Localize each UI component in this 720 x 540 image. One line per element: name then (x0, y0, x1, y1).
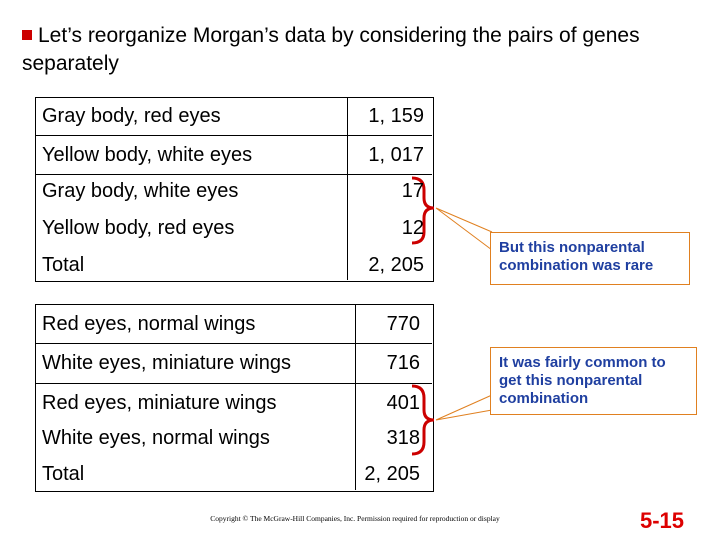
row-value: 770 (386, 313, 420, 335)
row-value: 2, 205 (368, 254, 424, 276)
row-value: 2, 205 (364, 463, 420, 485)
col-border (347, 97, 348, 280)
row-value: 716 (386, 352, 420, 374)
col-border (355, 304, 356, 490)
callout: But this nonparental combination was rar… (490, 232, 690, 285)
pointer (435, 394, 493, 421)
row-label: Yellow body, white eyes (42, 144, 253, 166)
row-value: 12 (401, 217, 424, 239)
row-label: Red eyes, normal wings (42, 313, 256, 335)
row-value: 17 (401, 180, 424, 202)
slide-title: Let’s reorganize Morgan’s data by consid… (22, 24, 640, 75)
slide-title-wrap: Let’s reorganize Morgan’s data by consid… (22, 22, 662, 78)
row-label: Total (42, 254, 85, 276)
bullet (22, 30, 32, 40)
row-label: White eyes, miniature wings (42, 352, 291, 374)
table-border (35, 304, 434, 492)
row-label: White eyes, normal wings (42, 427, 270, 449)
row-label: Red eyes, miniature wings (42, 392, 277, 414)
row-value: 1, 159 (368, 105, 424, 127)
bracket (411, 176, 435, 245)
row-value: 1, 017 (368, 144, 424, 166)
bracket (411, 384, 435, 456)
row-label: Yellow body, red eyes (42, 217, 235, 239)
row-border (35, 135, 432, 175)
table-border (35, 97, 434, 282)
row-border (35, 343, 432, 384)
row-label: Gray body, red eyes (42, 105, 221, 127)
row-value: 318 (386, 427, 420, 449)
row-value: 401 (386, 392, 420, 414)
copyright: Copyright © The McGraw-Hill Companies, I… (210, 514, 500, 523)
slide-number: 5-15 (640, 508, 685, 533)
row-label: Total (42, 463, 85, 485)
pointer (435, 207, 493, 251)
row-label: Gray body, white eyes (42, 180, 239, 202)
callout: It was fairly common to get this nonpare… (490, 347, 697, 415)
